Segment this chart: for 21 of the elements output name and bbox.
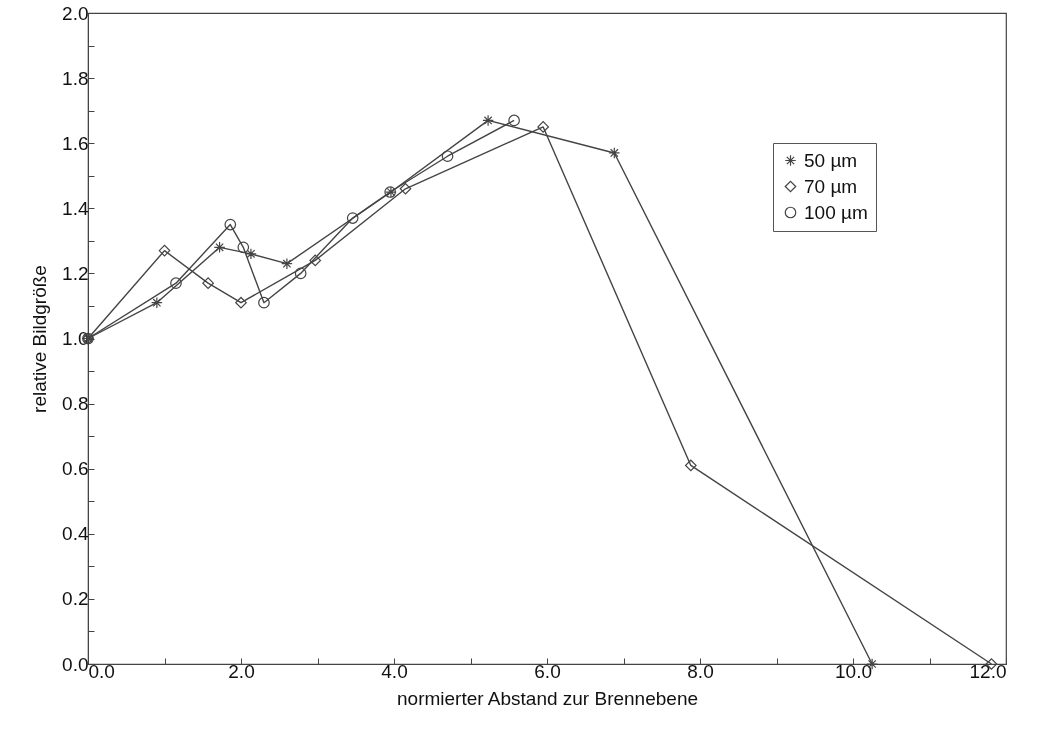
y-axis-title: relative Bildgröße <box>29 265 51 413</box>
y-tick-label: 1.8 <box>62 67 89 89</box>
x-tick-label: 4.0 <box>381 660 408 682</box>
x-axis-title: normierter Abstand zur Brennebene <box>396 687 699 709</box>
x-tick-label: 8.0 <box>687 660 714 682</box>
x-tick-label: 2.0 <box>228 660 255 682</box>
y-tick-label: 1.6 <box>62 132 89 154</box>
y-tick-label: 0.4 <box>62 523 89 545</box>
legend-label: 70 µm <box>804 175 858 197</box>
y-tick-label: 0.8 <box>62 393 89 415</box>
y-tick-label: 2.0 <box>62 2 89 24</box>
y-tick-label: 0.2 <box>62 588 89 610</box>
legend-label: 50 µm <box>804 149 858 171</box>
y-tick-label: 1.4 <box>62 197 89 219</box>
y-tick-label: 1.2 <box>62 262 89 284</box>
x-tick-label: 12.0 <box>969 660 1007 682</box>
y-tick-label: 0.6 <box>62 458 89 480</box>
legend-label: 100 µm <box>804 201 868 223</box>
x-tick-label: 10.0 <box>835 660 872 682</box>
x-tick-label: 0.0 <box>88 660 115 682</box>
x-tick-label: 6.0 <box>534 660 561 682</box>
